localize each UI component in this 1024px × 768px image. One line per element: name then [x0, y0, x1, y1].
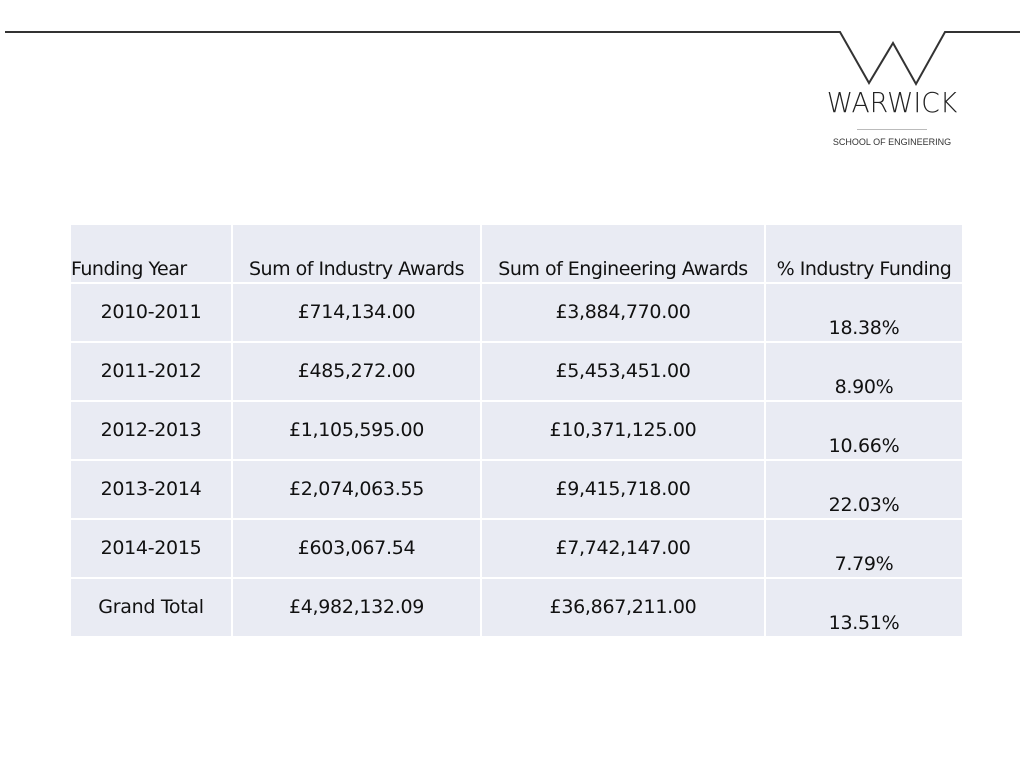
cell-funding-year: 2013-2014 — [69, 459, 233, 520]
cell-industry-awards: £2,074,063.55 — [231, 459, 482, 520]
cell-funding-year: 2012-2013 — [69, 400, 233, 461]
cell-funding-year: 2011-2012 — [69, 341, 233, 402]
cell-engineering-awards: £7,742,147.00 — [480, 518, 766, 579]
cell-industry-awards: £603,067.54 — [231, 518, 482, 579]
table-row: 2010-2011 £714,134.00 £3,884,770.00 18.38% — [69, 282, 964, 343]
cell-industry-funding-pct: 7.79% — [764, 518, 964, 579]
table-row: 2012-2013 £1,105,595.00 £10,371,125.00 10.6… — [69, 400, 964, 461]
cell-industry-funding-pct: 8.90% — [764, 341, 964, 402]
cell-industry-funding-pct: 13.51% — [764, 577, 964, 638]
cell-engineering-awards: £10,371,125.00 — [480, 400, 766, 461]
cell-engineering-awards: £36,867,211.00 — [480, 577, 766, 638]
table-header-row: Funding Year Sum of Industry Awards Sum … — [69, 223, 964, 284]
table-row: Grand Total £4,982,132.09 £36,867,211.00 13… — [69, 577, 964, 638]
cell-funding-year: Grand Total — [69, 577, 233, 638]
cell-industry-awards: £4,982,132.09 — [231, 577, 482, 638]
table-row: 2011-2012 £485,272.00 £5,453,451.00 8.90% — [69, 341, 964, 402]
cell-engineering-awards: £5,453,451.00 — [480, 341, 766, 402]
header-line-w-logo — [5, 31, 1020, 87]
header-industry-awards: Sum of Industry Awards — [231, 223, 482, 284]
cell-funding-year: 2014-2015 — [69, 518, 233, 579]
warwick-logo-text: WARWICK — [826, 86, 958, 119]
cell-engineering-awards: £3,884,770.00 — [480, 282, 766, 343]
header-engineering-awards: Sum of Engineering Awards — [480, 223, 766, 284]
funding-table: Funding Year Sum of Industry Awards Sum … — [69, 223, 964, 638]
logo-divider — [857, 129, 927, 130]
cell-industry-awards: £714,134.00 — [231, 282, 482, 343]
table-row: 2013-2014 £2,074,063.55 £9,415,718.00 22.03… — [69, 459, 964, 520]
header-industry-funding-pct: % Industry Funding — [764, 223, 964, 284]
cell-industry-funding-pct: 18.38% — [764, 282, 964, 343]
cell-engineering-awards: £9,415,718.00 — [480, 459, 766, 520]
cell-industry-funding-pct: 10.66% — [764, 400, 964, 461]
cell-industry-funding-pct: 22.03% — [764, 459, 964, 520]
table-row: 2014-2015 £603,067.54 £7,742,147.00 7.79% — [69, 518, 964, 579]
cell-industry-awards: £485,272.00 — [231, 341, 482, 402]
cell-funding-year: 2010-2011 — [69, 282, 233, 343]
cell-industry-awards: £1,105,595.00 — [231, 400, 482, 461]
logo-subtitle: SCHOOL OF ENGINEERING — [832, 137, 952, 147]
header-funding-year: Funding Year — [69, 223, 233, 284]
